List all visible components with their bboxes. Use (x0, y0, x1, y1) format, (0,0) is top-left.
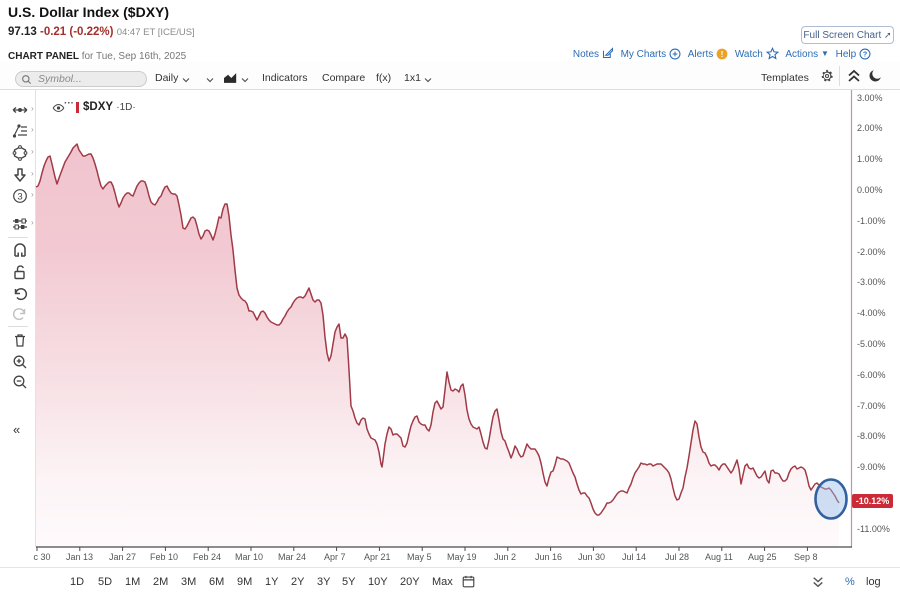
svg-text:?: ? (863, 50, 867, 58)
svg-text:3: 3 (17, 191, 22, 202)
svg-text:!: ! (721, 50, 724, 59)
